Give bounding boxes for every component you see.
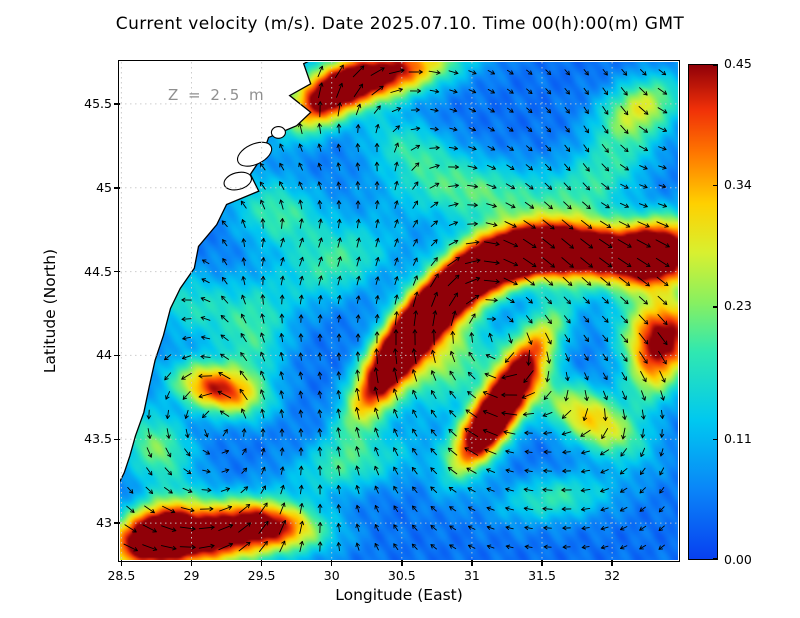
y-tick — [114, 522, 120, 524]
x-tick-label: 30 — [323, 568, 340, 583]
y-tick-label: 45.5 — [84, 95, 112, 111]
x-tick-label: 30.5 — [387, 568, 416, 583]
x-tick-label: 31.5 — [528, 568, 556, 583]
x-tick — [471, 560, 473, 566]
x-tick — [260, 560, 263, 566]
x-tick — [330, 560, 333, 566]
x-tick — [401, 560, 403, 566]
x-tick-label: 32 — [604, 568, 621, 583]
y-tick-label: 45 — [96, 179, 112, 195]
colorbar-tick-label: 0.45 — [724, 56, 752, 71]
depth-annotation: Z = 2.5 m — [168, 86, 267, 104]
x-tick — [611, 560, 613, 566]
colorbar-tick — [713, 306, 718, 308]
y-tick-label: 43 — [96, 515, 112, 531]
x-tick-label: 28.5 — [107, 568, 136, 583]
colorbar-tick — [713, 185, 718, 187]
x-tick-label: 29.5 — [247, 568, 276, 583]
x-tick-label: 31 — [463, 568, 480, 583]
velocity-map-canvas — [120, 62, 678, 560]
chart-title: Current velocity (m/s). Date 2025.07.10.… — [115, 14, 685, 34]
x-tick — [190, 560, 193, 566]
y-tick-label: 44.5 — [84, 263, 112, 279]
y-axis-label: Latitude (North) — [41, 248, 59, 374]
colorbar — [688, 64, 718, 560]
x-tick-label: 29 — [183, 568, 200, 583]
colorbar-tick-label: 0.00 — [724, 552, 752, 567]
colorbar-tick-label: 0.23 — [724, 298, 752, 314]
y-tick — [114, 438, 120, 441]
plot-frame — [118, 60, 680, 562]
x-tick — [541, 560, 543, 566]
colorbar-tick — [713, 558, 718, 560]
colorbar-tick — [713, 438, 718, 440]
y-tick-label: 43.5 — [84, 431, 112, 447]
x-axis-label: Longitude (East) — [335, 586, 463, 604]
y-tick — [114, 187, 120, 189]
x-tick — [120, 560, 123, 566]
colorbar-tick-label: 0.34 — [724, 177, 752, 193]
colorbar-tick-label: 0.11 — [724, 430, 752, 446]
y-tick — [114, 354, 120, 357]
y-tick-label: 44 — [96, 347, 112, 363]
y-tick — [114, 270, 120, 273]
y-tick — [114, 103, 120, 105]
colorbar-tick — [713, 65, 718, 67]
